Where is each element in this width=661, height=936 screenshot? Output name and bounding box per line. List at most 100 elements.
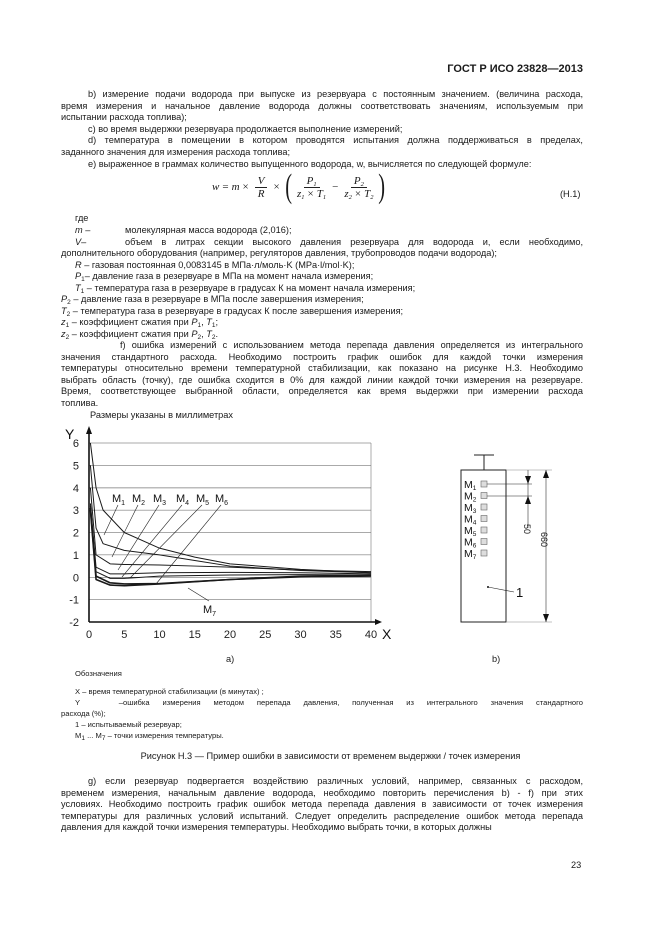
where-r: R – газовая постоянная 0,0083145 в МПа·л… — [75, 260, 355, 270]
where-z2: z2 – коэффициент сжатия при P2, T2. — [61, 329, 219, 341]
page-number: 23 — [571, 860, 582, 870]
where-label: где — [75, 213, 89, 223]
where-t1: T1 – температура газа в резервуаре в гра… — [75, 283, 416, 295]
label-leader — [103, 504, 119, 536]
series-line-m5 — [89, 505, 372, 579]
where-z1: z1 – коэффициент сжатия при P1, T1; — [61, 317, 219, 329]
formula-number: (Н.1) — [560, 189, 581, 199]
text-line: e) выраженное в граммах количество выпущ… — [88, 158, 532, 169]
series-line-m2 — [89, 465, 372, 574]
text-line: f) ошибка измерений с использованием мет… — [120, 340, 583, 350]
series-line-m1 — [89, 442, 372, 574]
series-line-m6 — [89, 507, 372, 585]
tank-point-label: M7 — [464, 548, 477, 561]
tank-point-label: M2 — [464, 491, 477, 504]
where-t2: T2 – температура газа в резервуаре в гра… — [61, 306, 404, 318]
x-tick-label: 0 — [86, 629, 92, 641]
text-line: температуры относительно времени темпера… — [61, 363, 583, 374]
text-line: выбрать область (точку), где ошибка сход… — [61, 374, 583, 385]
where-p1: P1– давление газа в резервуаре в МПа на … — [75, 271, 374, 283]
y-tick-label: 3 — [73, 505, 79, 517]
label-leader — [155, 504, 222, 585]
x-tick-label: 5 — [121, 629, 127, 641]
sensor-icon — [480, 503, 488, 511]
where-p2: P2 – давление газа в резервуаре в МПа по… — [61, 294, 364, 306]
callout-leader — [487, 586, 515, 593]
num-p2: P2 — [350, 175, 367, 188]
where-v: V– объем в литрах секции высокого давлени… — [75, 237, 583, 247]
series-label-m2: M2 — [132, 493, 145, 507]
label-leader — [187, 587, 210, 602]
where-m: m – молекулярная масса водорода (2,016); — [75, 225, 292, 235]
series-label-m7: M7 — [203, 604, 216, 618]
y-tick-label: 4 — [73, 483, 79, 495]
paren-left: ( — [284, 168, 292, 205]
series-line-m4 — [89, 503, 372, 575]
callout-dot — [487, 586, 489, 588]
legend-one: 1 – испытываемый резервуар; — [75, 720, 182, 729]
text-line: температуры для различных условий испыта… — [61, 810, 583, 821]
series-label-m4: M4 — [176, 493, 189, 507]
text-line: b) измерение подачи водорода при выпуске… — [88, 89, 583, 99]
formula-r: R — [257, 187, 265, 200]
sensor-icon — [480, 549, 488, 557]
standard-header: ГОСТ Р ИСО 23828—2013 — [447, 63, 583, 75]
dimensions-note: Размеры указаны в миллиметрах — [90, 410, 233, 420]
y-tick-label: 0 — [73, 572, 79, 584]
label-leader — [117, 504, 160, 571]
text-line: g) если резервуар подвергается воздейств… — [88, 776, 583, 786]
series-label-m1: M1 — [112, 493, 125, 507]
x-tick-label: 10 — [153, 629, 165, 641]
tank-point-label: M3 — [464, 502, 477, 515]
dimension-50: 50 — [522, 524, 532, 534]
y-tick-label: 2 — [73, 528, 79, 540]
text-line: d) температура в помещении в котором про… — [88, 135, 583, 146]
legend-y: Y –ошибка измерения методом перепада дав… — [75, 698, 583, 707]
sensor-icon — [480, 526, 488, 534]
sensor-icon — [480, 515, 488, 522]
text-line: испытании расхода топлива); — [61, 112, 187, 123]
text-line: время измерения и начальное давление вод… — [61, 100, 583, 111]
formula-minus: − — [332, 181, 339, 193]
figure-label-a: а) — [226, 654, 235, 664]
legend-title: Обозначения — [75, 669, 122, 678]
series-label-m3: M3 — [153, 493, 166, 507]
tank-point-label: M4 — [464, 514, 477, 527]
legend-x: X – время температурной стабилизации (в … — [75, 687, 264, 696]
y-tick-label: -2 — [69, 617, 79, 629]
figure-label-b: b) — [492, 654, 501, 664]
y-tick-label: 6 — [73, 438, 79, 450]
label-leader — [111, 504, 139, 558]
formula-times: × — [242, 181, 249, 193]
formula-eq: = — [222, 181, 229, 193]
text-line: значения стандартного расхода. Необходим… — [61, 351, 583, 362]
series-line-m7 — [89, 510, 372, 587]
x-tick-label: 30 — [294, 629, 306, 641]
series-label-m5: M5 — [196, 493, 209, 507]
text-line: c) во время выдержки резервуара продолжа… — [88, 123, 403, 134]
tank-point-label: M5 — [464, 525, 477, 538]
frac-2: P2 z2 × T2 — [344, 175, 373, 201]
x-tick-label: 20 — [224, 629, 236, 641]
series-line-m3 — [89, 487, 372, 573]
text-line: Время, соответствующее выбранной области… — [61, 386, 583, 397]
y-tick-label: 5 — [73, 460, 79, 472]
y-tick-label: -1 — [69, 595, 79, 607]
y-tick-label: 1 — [73, 550, 79, 562]
dimension-arrows-660 — [543, 470, 549, 622]
tank-point-label: M6 — [464, 537, 477, 550]
x-tick-label: 25 — [259, 629, 271, 641]
formula-m: m — [231, 181, 240, 193]
formula-v: V — [254, 175, 268, 188]
y-axis-label: Y — [65, 426, 75, 442]
text-line: заданного значения для измерения расхода… — [61, 147, 291, 157]
label-leader — [129, 504, 203, 579]
text-line: топлива. — [61, 398, 99, 408]
y-axis-arrow — [86, 426, 92, 434]
x-tick-label: 40 — [365, 629, 377, 641]
figure-caption: Рисунок Н.3 — Пример ошибки в зависимост… — [140, 751, 521, 761]
tank-point-label: M1 — [464, 479, 477, 492]
